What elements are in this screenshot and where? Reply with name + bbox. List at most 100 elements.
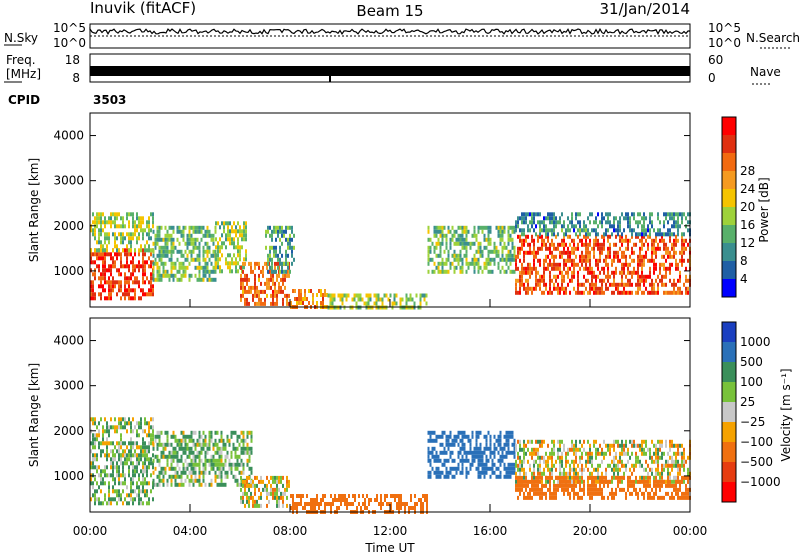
- range-cell: [567, 475, 569, 480]
- range-cell: [160, 430, 163, 435]
- range-cell: [511, 442, 514, 447]
- range-cell: [364, 498, 366, 502]
- range-cell: [539, 479, 541, 484]
- range-cell: [184, 434, 187, 439]
- range-cell: [329, 293, 332, 298]
- range-cell: [471, 450, 474, 455]
- range-cell: [106, 429, 108, 434]
- range-cell: [172, 229, 175, 234]
- range-cell: [669, 455, 671, 460]
- range-cell: [661, 479, 663, 484]
- range-cell: [240, 462, 243, 467]
- range-cell: [603, 234, 605, 239]
- range-cell: [607, 286, 609, 291]
- range-cell: [563, 471, 565, 476]
- range-cell: [519, 471, 521, 476]
- range-cell: [274, 475, 276, 480]
- range-cell: [553, 451, 555, 456]
- range-cell: [643, 254, 645, 259]
- range-cell: [585, 278, 587, 283]
- range-cell: [513, 253, 516, 258]
- range-cell: [483, 474, 486, 479]
- range-cell: [581, 475, 583, 480]
- range-cell: [625, 463, 627, 468]
- range-cell: [226, 434, 229, 439]
- range-cell: [256, 293, 258, 298]
- range-cell: [515, 459, 517, 464]
- range-cell: [579, 447, 581, 452]
- x-tick-label: 08:00: [273, 524, 308, 538]
- range-cell: [553, 274, 555, 279]
- range-cell: [98, 264, 100, 269]
- range-cell: [659, 228, 661, 233]
- range-cell: [659, 220, 661, 225]
- range-cell: [184, 438, 187, 443]
- range-cell: [661, 232, 663, 237]
- range-cell: [248, 289, 250, 294]
- range-cell: [585, 246, 587, 251]
- range-cell: [363, 301, 366, 306]
- range-cell: [601, 479, 603, 484]
- range-cell: [493, 434, 496, 439]
- range-cell: [665, 232, 667, 237]
- range-cell: [635, 443, 637, 448]
- range-cell: [150, 280, 152, 285]
- range-cell: [100, 228, 102, 233]
- range-cell: [479, 450, 482, 455]
- range-cell: [609, 224, 611, 229]
- range-cell: [651, 224, 653, 229]
- range-cell: [641, 278, 643, 283]
- range-cell: [312, 293, 314, 297]
- range-cell: [252, 285, 254, 290]
- range-cell: [170, 253, 173, 258]
- range-cell: [567, 451, 569, 456]
- range-cell: [174, 438, 177, 443]
- range-cell: [473, 446, 476, 451]
- range-cell: [116, 489, 118, 494]
- x-tick-label: 16:00: [473, 524, 508, 538]
- range-cell: [489, 225, 492, 230]
- range-cell: [627, 487, 629, 492]
- range-cell: [132, 489, 134, 494]
- range-cell: [202, 430, 205, 435]
- range-cell: [549, 282, 551, 287]
- range-cell: [613, 278, 615, 283]
- range-cell: [90, 477, 92, 482]
- range-cell: [200, 470, 203, 475]
- range-cell: [681, 443, 683, 448]
- range-cell: [196, 225, 199, 230]
- range-cell: [146, 421, 148, 426]
- range-cell: [427, 458, 430, 463]
- range-cell: [641, 258, 643, 263]
- range-cell: [282, 273, 284, 278]
- range-cell: [643, 220, 645, 225]
- range-cell: [104, 441, 106, 446]
- range-cell: [194, 245, 197, 250]
- range-cell: [334, 498, 336, 502]
- range-cell: [503, 257, 506, 262]
- range-cell: [122, 216, 124, 221]
- range-cell: [100, 220, 102, 225]
- range-cell: [483, 470, 486, 475]
- range-cell: [100, 284, 102, 289]
- range-cell: [281, 233, 283, 238]
- range-cell: [593, 282, 595, 287]
- range-cell: [235, 229, 237, 234]
- range-cell: [90, 449, 92, 454]
- range-cell: [204, 442, 207, 447]
- range-cell: [457, 450, 460, 455]
- range-cell: [110, 501, 112, 506]
- range-cell: [679, 467, 681, 472]
- range-cell: [280, 491, 282, 496]
- range-cell: [140, 469, 142, 474]
- range-cell: [441, 269, 444, 274]
- range-cell: [96, 252, 98, 257]
- range-cell: [531, 479, 533, 484]
- range-cell: [661, 471, 663, 476]
- range-cell: [148, 497, 150, 502]
- colorbar-segment: [722, 189, 736, 207]
- range-cell: [252, 503, 254, 508]
- range-cell: [443, 249, 446, 254]
- range-cell: [136, 216, 138, 221]
- range-cell: [232, 442, 235, 447]
